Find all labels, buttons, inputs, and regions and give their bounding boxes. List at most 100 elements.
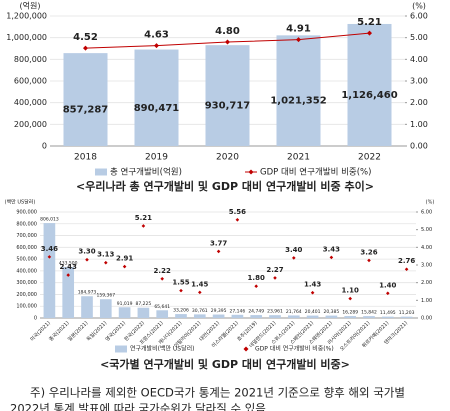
y2-tick-label: 4.00 — [421, 245, 432, 251]
point-value-label: 5.21 — [357, 17, 382, 28]
point-value-label: 4.80 — [215, 26, 240, 37]
bar — [306, 315, 319, 318]
y-tick-label: 100,000 — [16, 304, 37, 310]
point-marker — [216, 249, 221, 254]
y2-tick-label: 3.00 — [410, 77, 428, 86]
bar — [43, 223, 56, 318]
bar — [212, 314, 225, 318]
point-marker — [310, 290, 315, 295]
bar-value-label: 433,500 — [59, 260, 78, 266]
point-marker — [348, 296, 352, 301]
bar — [193, 314, 206, 318]
y-tick-label: 200,000 — [16, 292, 37, 298]
y2-tick-label: 4.00 — [410, 55, 428, 64]
point-value-label: 3.40 — [285, 246, 302, 254]
bar-value-label: 20,401 — [305, 309, 321, 315]
bar — [400, 316, 413, 318]
y-tick-label: 900,000 — [16, 210, 37, 216]
point-marker — [292, 256, 296, 260]
point-marker — [66, 273, 70, 277]
legend-swatch — [95, 168, 107, 176]
bar-value-label: 857,287 — [63, 105, 109, 116]
bar-value-label: 184,973 — [78, 290, 97, 296]
point-value-label: 5.56 — [229, 208, 246, 216]
point-value-label: 4.63 — [144, 30, 169, 41]
x-tick-label: 2018 — [74, 153, 97, 163]
legend-swatch — [248, 169, 254, 175]
bar — [269, 315, 281, 318]
chart-caption: <국가별 연구개발비 및 GDP 대비 연구개발비 비중> — [100, 357, 350, 371]
bar — [81, 296, 93, 318]
point-value-label: 1.43 — [304, 281, 321, 289]
point-marker — [104, 260, 108, 265]
legend-label: GDP 대비 연구개발비 비중(%) — [260, 167, 371, 178]
y-tick-label: 1,000,000 — [6, 33, 47, 42]
note-line: 주) 우리나라를 제외한 OECD국가 통계는 2021년 기준으로 향후 해외… — [30, 386, 405, 400]
x-tick-label: 2021 — [287, 153, 310, 163]
point-value-label: 2.76 — [398, 257, 415, 265]
x-tick-label: 2020 — [216, 153, 239, 163]
point-value-label: 1.40 — [379, 281, 396, 289]
y2-tick-label: 1.00 — [410, 120, 428, 129]
bar-value-label: 806,013 — [40, 217, 59, 223]
bar-value-label: 1,021,352 — [270, 96, 326, 107]
bar-value-label: 930,717 — [205, 101, 251, 112]
point-marker — [85, 257, 89, 262]
y-tick-label: 800,000 — [16, 221, 37, 227]
bar — [156, 310, 169, 318]
bar-value-label: 20,385 — [324, 309, 340, 315]
y-tick-label: 700,000 — [16, 233, 37, 239]
point-value-label: 3.26 — [360, 248, 377, 256]
point-value-label: 1.55 — [172, 279, 189, 287]
y2-tick-label: 0.00 — [421, 316, 432, 322]
bar-value-label: 15,842 — [361, 310, 377, 316]
bar-value-label: 87,225 — [136, 301, 152, 307]
bar-value-label: 16,289 — [342, 310, 358, 316]
point-marker — [225, 39, 230, 45]
point-value-label: 3.46 — [41, 245, 58, 253]
y2-tick-label: 2.00 — [410, 98, 428, 107]
bar — [134, 49, 179, 147]
bar — [250, 315, 263, 318]
legend-label: GDP 대비 연구개발비 비중(%) — [255, 345, 334, 353]
bar-value-label: 29,395 — [211, 308, 227, 314]
legend-swatch — [115, 345, 127, 353]
y-tick-label: 0 — [34, 316, 37, 322]
point-marker — [296, 37, 301, 43]
y2-axis-unit: (%) — [412, 2, 426, 11]
point-marker — [273, 276, 277, 280]
y2-tick-label: 3.00 — [421, 263, 432, 269]
bar-value-label: 890,471 — [134, 103, 180, 114]
y2-axis-unit: (%) — [426, 200, 435, 206]
point-marker — [386, 291, 390, 296]
bar — [381, 316, 394, 318]
y-axis-unit: (백만 US달러) — [5, 199, 36, 206]
point-marker — [198, 290, 202, 295]
point-value-label: 3.77 — [210, 239, 227, 247]
chart-caption: <우리나라 총 연구개발비 및 GDP 대비 연구개발비 비중 추이> — [76, 179, 374, 193]
bar — [137, 307, 150, 318]
point-value-label: 1.45 — [191, 280, 208, 288]
bar — [344, 316, 357, 318]
point-value-label: 3.43 — [323, 245, 340, 253]
y-tick-label: 0 — [42, 142, 47, 151]
legend-label: 연구개발비(백만 US달러) — [130, 345, 194, 353]
bar — [325, 315, 338, 318]
y2-tick-label: 6.00 — [410, 12, 428, 21]
bar — [175, 314, 187, 318]
bar — [118, 307, 131, 318]
point-marker — [329, 255, 334, 260]
point-value-label: 1.10 — [342, 287, 359, 295]
point-marker — [367, 258, 371, 263]
legend-label: 총 연구개발비(억원) — [110, 167, 182, 178]
point-marker — [404, 267, 409, 272]
y2-tick-label: 5.00 — [421, 227, 432, 233]
point-marker — [367, 30, 372, 36]
point-value-label: 4.52 — [73, 32, 98, 43]
bar-value-label: 91,019 — [117, 301, 133, 307]
point-value-label: 2.91 — [116, 255, 133, 263]
bar-value-label: 11,495 — [380, 310, 396, 316]
bar-value-label: 21,764 — [286, 309, 302, 315]
